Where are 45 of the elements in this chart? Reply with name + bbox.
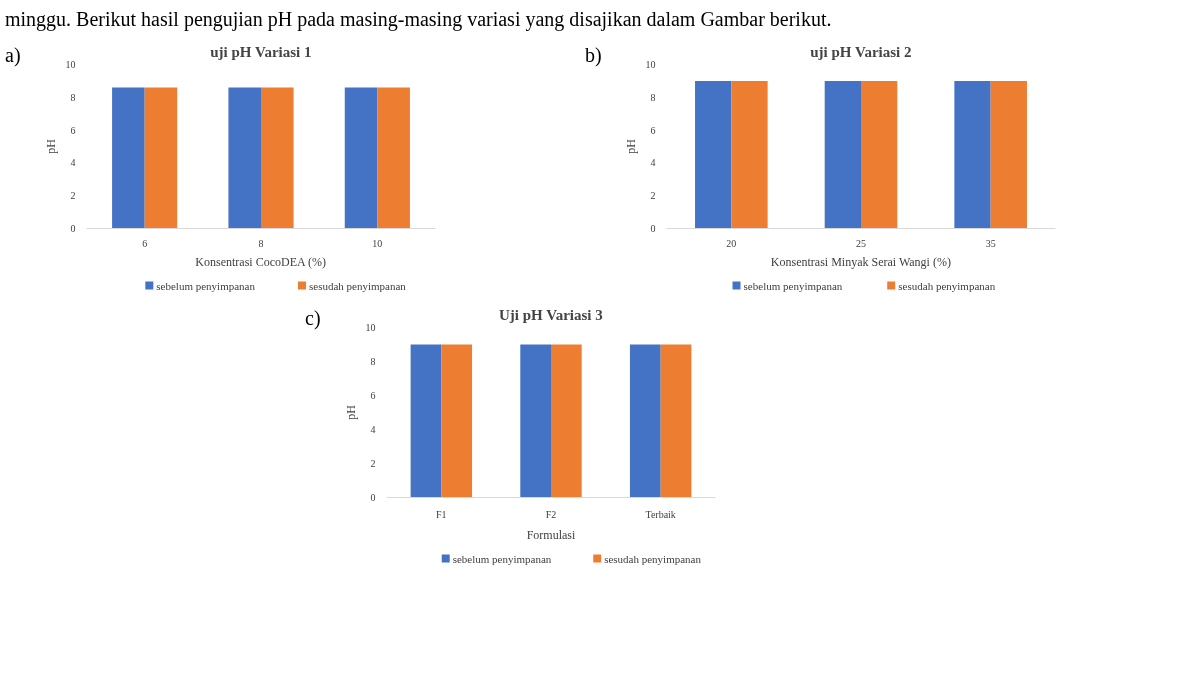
y-tick-label: 10 (365, 322, 376, 333)
y-tick-label: 4 (370, 424, 376, 435)
y-axis-title: pH (343, 404, 358, 420)
x-tick-label: F1 (436, 508, 447, 520)
x-axis-title: Formulasi (526, 527, 576, 542)
y-tick-label: 2 (650, 190, 656, 202)
y-axis-title: pH (623, 138, 638, 154)
x-tick-label: 25 (856, 237, 866, 249)
y-tick-label: 0 (650, 223, 656, 234)
x-tick-label: 8 (258, 237, 264, 249)
x-tick-label: 6 (142, 237, 148, 249)
y-tick-label: 0 (370, 492, 376, 503)
y-tick-label: 0 (70, 223, 76, 234)
y-tick-label: 6 (70, 124, 76, 136)
y-tick-label: 8 (70, 91, 76, 103)
x-axis-title: Konsentrasi CocoDEA (%) (195, 254, 326, 269)
x-tick-label: 35 (985, 237, 996, 249)
y-tick-label: 6 (370, 390, 376, 401)
chart-title: Uji pH Variasi 3 (498, 306, 603, 323)
x-axis-title: Konsentrasi Minyak Serai Wangi (%) (770, 254, 951, 269)
y-tick-label: 4 (70, 157, 76, 169)
legend-label: sesudah penyimpanan (604, 552, 702, 565)
y-tick-label: 8 (370, 356, 376, 367)
legend-label: sebelum penyimpanan (743, 279, 843, 292)
chart-title: uji pH Variasi 1 (210, 43, 312, 60)
text: a) (5, 43, 21, 68)
y-tick-label: 2 (70, 190, 76, 202)
y-tick-label: 4 (650, 157, 656, 169)
legend-label: sesudah penyimpanan (898, 279, 996, 292)
text: c) (305, 306, 321, 331)
y-axis-title: pH (43, 138, 58, 154)
text: minggu. Berikut hasil pengujian pH pada masing-masing variasi yang disajikan dalam Gambar berikut. (5, 7, 832, 33)
y-tick-label: 10 (65, 59, 76, 70)
text: b) (585, 43, 602, 68)
y-tick-label: 6 (650, 124, 656, 136)
x-tick-label: Terbaik (645, 508, 676, 520)
x-tick-label: 20 (726, 237, 737, 249)
chart-title: uji pH Variasi 2 (810, 43, 912, 60)
x-tick-label: F2 (545, 508, 557, 520)
legend-label: sebelum penyimpanan (156, 279, 256, 292)
legend-label: sesudah penyimpanan (308, 279, 407, 292)
y-tick-label: 2 (370, 458, 376, 469)
legend-label: sebelum penyimpanan (452, 552, 552, 565)
y-tick-label: 10 (645, 59, 656, 70)
y-tick-label: 8 (650, 91, 656, 103)
